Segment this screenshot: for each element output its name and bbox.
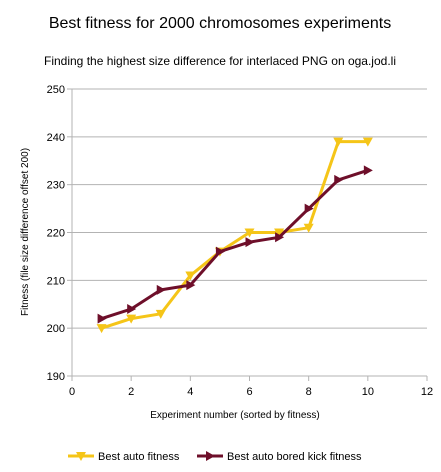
axes (67, 88, 428, 381)
data-point (362, 137, 373, 147)
data-point (215, 246, 225, 257)
x-tick-label: 12 (421, 386, 433, 398)
series-2 (97, 165, 373, 324)
data-point (244, 228, 255, 238)
y-axis-label: Fitness (file size difference offset 200… (20, 148, 31, 316)
y-tick-label: 210 (47, 275, 65, 287)
series-line (101, 140, 368, 330)
data-point (333, 137, 344, 147)
y-tick-label: 200 (47, 323, 65, 335)
y-tick-label: 240 (47, 132, 65, 144)
data-point (186, 280, 196, 291)
x-axis-label: Experiment number (sorted by fitness) (150, 410, 320, 421)
x-tick-label: 10 (362, 386, 374, 398)
y-tick-label: 230 (47, 180, 65, 192)
data-point (304, 203, 314, 214)
data-point (156, 284, 166, 295)
y-tick-label: 220 (47, 228, 65, 240)
data-point (126, 314, 137, 324)
data-point (185, 271, 196, 281)
data-point (334, 174, 344, 185)
legend-label: Best auto bored kick fitness (227, 451, 362, 463)
x-tick-label: 6 (246, 386, 252, 398)
legend-label: Best auto fitness (98, 451, 180, 463)
x-tick-label: 4 (187, 386, 193, 398)
tick-labels: 190 200 210 220 230 240 250 0 2 4 6 8 10 12 (47, 84, 433, 398)
grid-lines (72, 88, 427, 377)
data-point (155, 309, 166, 319)
legend-marker (76, 452, 86, 461)
legend-item: Best auto bored kick fitness (197, 451, 362, 463)
legend: Best auto fitness Best auto bored kick fi… (68, 451, 362, 463)
data-point (303, 223, 314, 233)
legend-item: Best auto fitness (68, 451, 180, 463)
legend-marker (206, 451, 215, 461)
data-point (245, 237, 255, 248)
series-line (101, 168, 369, 321)
data-point (274, 228, 285, 238)
x-tick-label: 8 (306, 386, 312, 398)
y-tick-label: 190 (47, 371, 65, 383)
chart-subtitle: Finding the highest size difference for … (44, 54, 396, 68)
data-point (97, 313, 107, 324)
data-series (96, 137, 373, 334)
data-point (96, 324, 107, 334)
y-tick-label: 250 (47, 84, 65, 96)
x-tick-label: 0 (69, 386, 75, 398)
chart-title: Best fitness for 2000 chromosomes experi… (49, 15, 391, 32)
data-point (275, 232, 285, 243)
x-tick-label: 2 (128, 386, 134, 398)
data-point (127, 304, 137, 315)
data-point (363, 165, 373, 176)
